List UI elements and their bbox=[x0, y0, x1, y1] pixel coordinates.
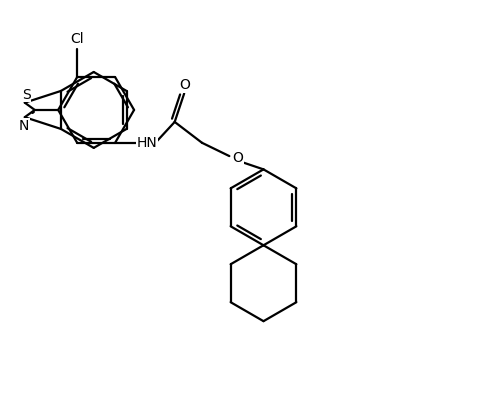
Text: HN: HN bbox=[137, 136, 158, 150]
Text: S: S bbox=[22, 87, 30, 102]
Text: O: O bbox=[180, 78, 190, 93]
Text: O: O bbox=[232, 151, 243, 165]
Text: Cl: Cl bbox=[70, 32, 84, 46]
Text: N: N bbox=[18, 119, 29, 133]
